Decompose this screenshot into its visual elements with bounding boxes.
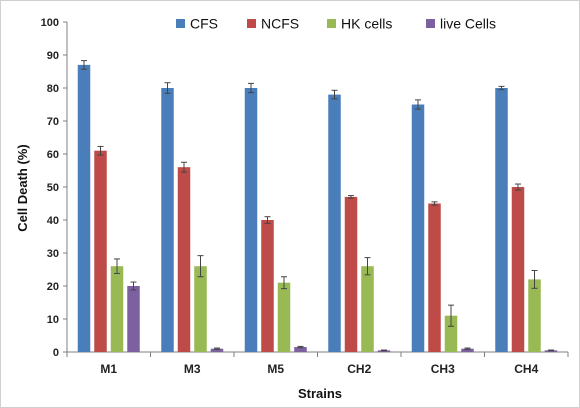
bar: [444, 315, 458, 352]
bar: [461, 348, 474, 352]
series-live-cells: [127, 281, 558, 352]
legend-item: CFS: [176, 16, 218, 32]
axes: 0 10 20 30 40 50 60 70 80 90 100 M1 M3 M5 CH2 CH3 CH4: [41, 17, 569, 376]
y-tick-label: 40: [47, 215, 59, 227]
y-tick-label: 90: [47, 50, 59, 62]
bar: [277, 282, 291, 352]
legend-item: live Cells: [426, 16, 496, 32]
x-tick-label: M5: [267, 362, 284, 376]
bar: [261, 220, 274, 352]
bar: [77, 64, 91, 353]
bar: [411, 104, 425, 352]
x-tick-label: CH2: [347, 362, 371, 376]
bar: [177, 167, 191, 352]
legend: CFS NCFS HK cells live Cells: [176, 16, 496, 32]
legend-swatch: [426, 19, 435, 28]
y-tick-label: 30: [47, 248, 59, 260]
legend-item: NCFS: [247, 16, 299, 32]
y-tick-label: 100: [41, 17, 59, 29]
legend-swatch: [247, 19, 256, 28]
legend-item: HK cells: [327, 16, 392, 32]
bar: [511, 187, 525, 352]
bar: [244, 88, 258, 352]
series-cfs: [77, 60, 508, 353]
bar: [361, 266, 374, 352]
x-tick-label: CH4: [514, 362, 538, 376]
legend-label: CFS: [190, 16, 218, 32]
bar: [210, 348, 224, 352]
bars: [77, 60, 558, 353]
legend-swatch: [176, 19, 185, 28]
legend-swatch: [327, 19, 336, 28]
bar: [528, 279, 541, 352]
y-tick-label: 50: [47, 182, 59, 194]
bar: [344, 196, 358, 352]
bar: [127, 286, 140, 352]
y-tick-label: 60: [47, 149, 59, 161]
bar: [495, 88, 508, 352]
legend-label: HK cells: [341, 16, 392, 32]
y-tick-label: 20: [47, 281, 59, 293]
y-tick-label: 70: [47, 116, 59, 128]
bar: [328, 94, 341, 352]
x-tick-label: CH3: [431, 362, 455, 376]
y-axis-title: Cell Death (%): [15, 144, 30, 231]
series-ncfs: [94, 145, 525, 352]
y-tick-label: 10: [47, 314, 59, 326]
x-tick-label: M1: [100, 362, 117, 376]
x-tick-label: M3: [184, 362, 201, 376]
series-hk-cells: [110, 255, 541, 352]
x-axis-title: Strains: [298, 386, 342, 401]
bar: [428, 203, 441, 352]
bar: [194, 266, 207, 352]
y-tick-label: 80: [47, 83, 59, 95]
bar: [94, 150, 107, 352]
legend-label: NCFS: [261, 16, 299, 32]
bar: [110, 266, 124, 352]
bar: [161, 88, 174, 352]
legend-label: live Cells: [440, 16, 496, 32]
bar: [294, 347, 307, 352]
y-tick-label: 0: [53, 347, 59, 359]
